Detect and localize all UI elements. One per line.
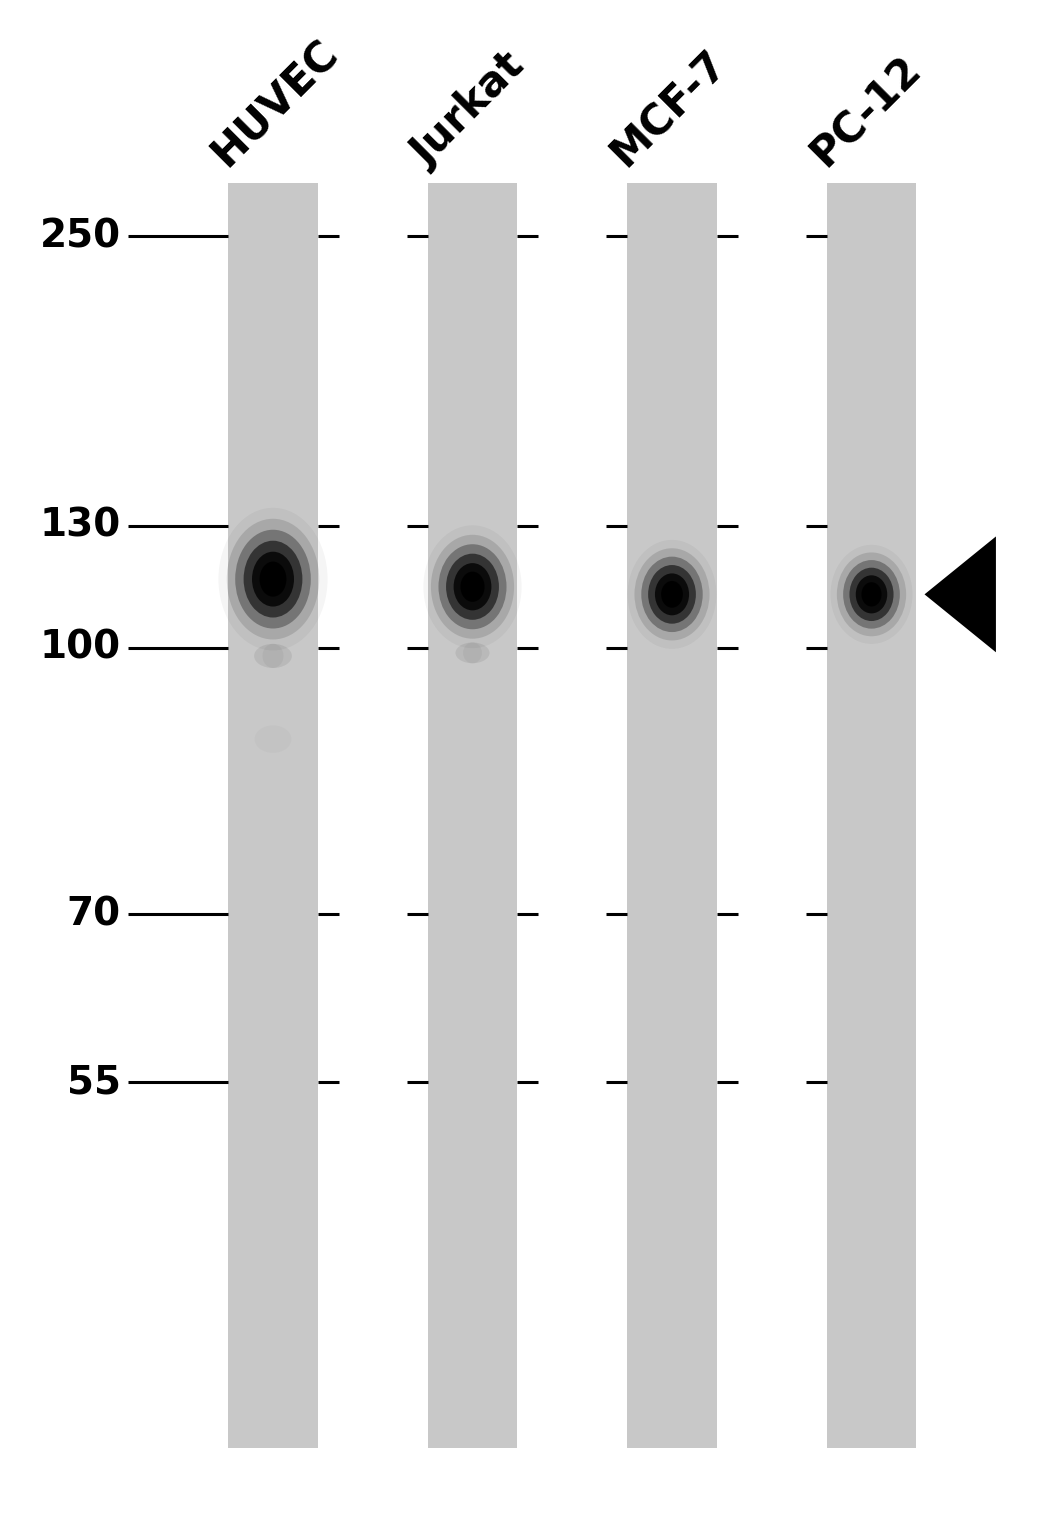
- Bar: [428, 183, 518, 1448]
- Bar: [628, 183, 716, 1448]
- Ellipse shape: [667, 588, 677, 600]
- Ellipse shape: [867, 588, 876, 600]
- Ellipse shape: [430, 535, 514, 639]
- Text: 55: 55: [67, 1064, 121, 1100]
- Ellipse shape: [456, 643, 489, 663]
- Ellipse shape: [254, 643, 292, 668]
- Ellipse shape: [439, 544, 506, 629]
- Bar: [229, 183, 317, 1448]
- Text: 130: 130: [40, 507, 121, 544]
- Ellipse shape: [267, 572, 279, 587]
- Ellipse shape: [467, 579, 478, 594]
- Ellipse shape: [642, 556, 702, 632]
- Ellipse shape: [446, 553, 499, 620]
- Ellipse shape: [861, 582, 882, 607]
- Ellipse shape: [634, 549, 710, 640]
- Ellipse shape: [460, 572, 485, 602]
- Ellipse shape: [252, 552, 294, 607]
- Text: 250: 250: [40, 218, 121, 255]
- Ellipse shape: [662, 581, 682, 608]
- Ellipse shape: [235, 530, 311, 628]
- Ellipse shape: [254, 725, 292, 753]
- Bar: [827, 183, 916, 1448]
- Ellipse shape: [655, 573, 689, 616]
- Ellipse shape: [837, 552, 906, 637]
- Text: HUVEC: HUVEC: [204, 32, 346, 175]
- Text: MCF-7: MCF-7: [603, 43, 736, 175]
- Text: PC-12: PC-12: [802, 49, 929, 175]
- Ellipse shape: [259, 561, 287, 597]
- Ellipse shape: [244, 541, 302, 617]
- Ellipse shape: [454, 564, 491, 611]
- Text: Jurkat: Jurkat: [403, 46, 533, 175]
- Ellipse shape: [843, 561, 900, 628]
- Ellipse shape: [648, 565, 696, 623]
- Ellipse shape: [227, 518, 319, 640]
- Polygon shape: [924, 536, 995, 652]
- Text: 100: 100: [40, 629, 121, 666]
- Ellipse shape: [849, 568, 894, 622]
- Ellipse shape: [856, 576, 887, 613]
- Text: 70: 70: [66, 896, 121, 933]
